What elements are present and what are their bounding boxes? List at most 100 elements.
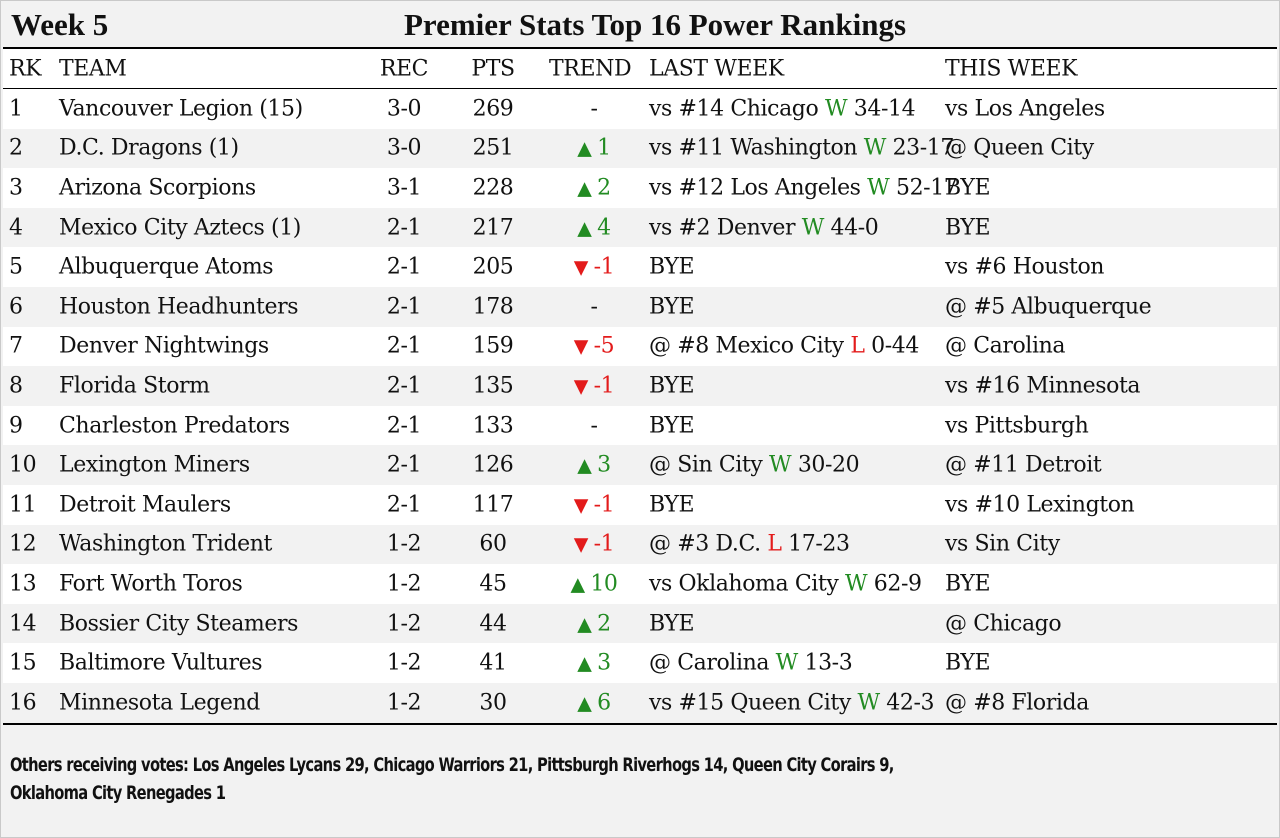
this-week-cell: vs Pittsburgh: [945, 413, 1089, 439]
last-week-cell: vs #2 Denver W 44-0: [649, 215, 879, 240]
trend-value: 6: [597, 690, 611, 716]
last-week-cell: BYE: [649, 255, 695, 280]
table-row: 12 Washington Trident 1-2 60 ▼ -1 @ #3 D.C. L…: [3, 524, 1277, 565]
this-week-cell: BYE: [945, 215, 991, 241]
team-name: Vancouver Legion (15): [59, 96, 303, 122]
last-week-opponent: @ Sin City: [649, 452, 763, 478]
trend-value: 1: [597, 135, 611, 161]
last-week-opponent: @ Carolina: [649, 650, 770, 676]
game-score: 52-17: [895, 175, 958, 201]
trend-cell: ▲ 10: [549, 571, 639, 596]
team-name: Minnesota Legend: [59, 690, 260, 716]
points-cell: 205: [472, 254, 514, 280]
rank-cell: 16: [9, 690, 37, 716]
last-week-cell: BYE: [649, 413, 695, 438]
game-score: 34-14: [853, 96, 916, 122]
record-cell: 2-1: [386, 254, 422, 280]
points-cell: 44: [479, 611, 507, 637]
points-cell: 126: [472, 452, 514, 478]
trend-cell: ▲ 3: [549, 453, 639, 478]
trend-down-icon: ▼: [573, 375, 594, 398]
team-name: Lexington Miners: [59, 452, 250, 478]
header-rk: RK: [9, 56, 42, 81]
trend-value: 2: [597, 611, 611, 637]
table-row: 6 Houston Headhunters 2-1 178 - BYE @ #5 Albuq…: [3, 286, 1277, 327]
rank-cell: 10: [9, 452, 37, 478]
rank-cell: 5: [9, 254, 23, 280]
this-week-cell: BYE: [945, 650, 991, 676]
trend-down-icon: ▼: [573, 533, 594, 556]
trend-up-icon: ▲: [577, 454, 598, 477]
last-week-cell: vs #15 Queen City W 42-3: [649, 690, 935, 716]
trend-cell: ▼ -1: [549, 255, 639, 280]
points-cell: 60: [479, 531, 507, 557]
last-week-cell: vs #12 Los Angeles W 52-17: [649, 175, 958, 201]
trend-cell: ▲ 2: [549, 175, 639, 200]
points-cell: 217: [472, 215, 514, 241]
game-score: 23-17: [892, 135, 955, 161]
last-week-opponent: vs #11 Washington: [649, 135, 858, 161]
trend-value: 4: [597, 215, 611, 241]
points-cell: 269: [472, 96, 514, 122]
points-cell: 30: [479, 690, 507, 716]
rank-cell: 12: [9, 531, 37, 557]
trend-down-icon: ▼: [573, 335, 594, 358]
trend-up-icon: ▲: [577, 692, 598, 715]
game-score: 30-20: [797, 452, 860, 478]
team-name: Charleston Predators: [59, 413, 290, 439]
trend-value: -1: [593, 531, 615, 557]
trend-up-icon: ▲: [577, 177, 598, 200]
header-pts: PTS: [471, 56, 515, 81]
rank-cell: 6: [9, 294, 23, 320]
team-name: Washington Trident: [59, 531, 272, 557]
trend-value: 3: [597, 452, 611, 478]
rank-cell: 9: [9, 413, 23, 439]
this-week-cell: vs #10 Lexington: [945, 492, 1135, 518]
table-row: 14 Bossier City Steamers 1-2 44 ▲ 2 BYE @ Chic…: [3, 603, 1277, 644]
header-team: TEAM: [59, 56, 127, 81]
rank-cell: 11: [9, 492, 37, 518]
last-week-opponent: vs #14 Chicago: [649, 96, 819, 122]
last-week-cell: @ Carolina W 13-3: [649, 650, 853, 676]
this-week-cell: @ Carolina: [945, 333, 1066, 359]
trend-down-icon: ▼: [573, 256, 594, 279]
trend-cell: ▼ -1: [549, 532, 639, 557]
rank-cell: 14: [9, 611, 37, 637]
trend-value: -: [590, 413, 598, 439]
last-week-cell: BYE: [649, 373, 695, 398]
this-week-cell: vs Sin City: [945, 531, 1060, 557]
this-week-cell: vs #16 Minnesota: [945, 373, 1141, 399]
trend-cell: ▲ 1: [549, 136, 639, 161]
team-name: Denver Nightwings: [59, 333, 269, 359]
trend-down-icon: ▼: [573, 494, 594, 517]
last-week-opponent: BYE: [649, 294, 695, 320]
game-result: W: [769, 452, 792, 478]
table-row: 11 Detroit Maulers 2-1 117 ▼ -1 BYE vs #10 Lex…: [3, 485, 1277, 525]
trend-value: 2: [597, 175, 611, 201]
week-label: Week 5: [11, 7, 109, 42]
header-rec: REC: [379, 56, 429, 81]
team-name: Detroit Maulers: [59, 492, 231, 518]
game-score: 42-3: [886, 690, 935, 716]
rank-cell: 7: [9, 333, 23, 359]
game-result: W: [775, 650, 799, 676]
record-cell: 1-2: [386, 611, 422, 637]
trend-up-icon: ▲: [577, 217, 598, 240]
record-cell: 2-1: [386, 333, 422, 359]
trend-value: 3: [597, 650, 611, 676]
game-score: 62-9: [873, 571, 922, 597]
trend-cell: ▲ 2: [549, 611, 639, 636]
table-row: 10 Lexington Miners 2-1 126 ▲ 3 @ Sin City W …: [3, 445, 1277, 485]
game-result: L: [767, 531, 782, 557]
points-cell: 45: [479, 571, 507, 597]
table-header-row: RK TEAM REC PTS TREND LAST WEEK THIS WEE…: [3, 49, 1277, 89]
game-result: W: [863, 135, 887, 161]
table-row: 7 Denver Nightwings 2-1 159 ▼ -5 @ #8 Mexico …: [3, 327, 1277, 367]
last-week-cell: BYE: [649, 294, 695, 320]
trend-value: -5: [593, 333, 615, 359]
header-last-week: LAST WEEK: [649, 56, 784, 81]
title-bar: Week 5 Premier Stats Top 16 Power Rankin…: [3, 3, 1277, 47]
table-row: 5 Albuquerque Atoms 2-1 205 ▼ -1 BYE vs #6 Hou…: [3, 247, 1277, 287]
trend-up-icon: ▲: [570, 573, 591, 596]
this-week-cell: @ Queen City: [945, 135, 1094, 161]
